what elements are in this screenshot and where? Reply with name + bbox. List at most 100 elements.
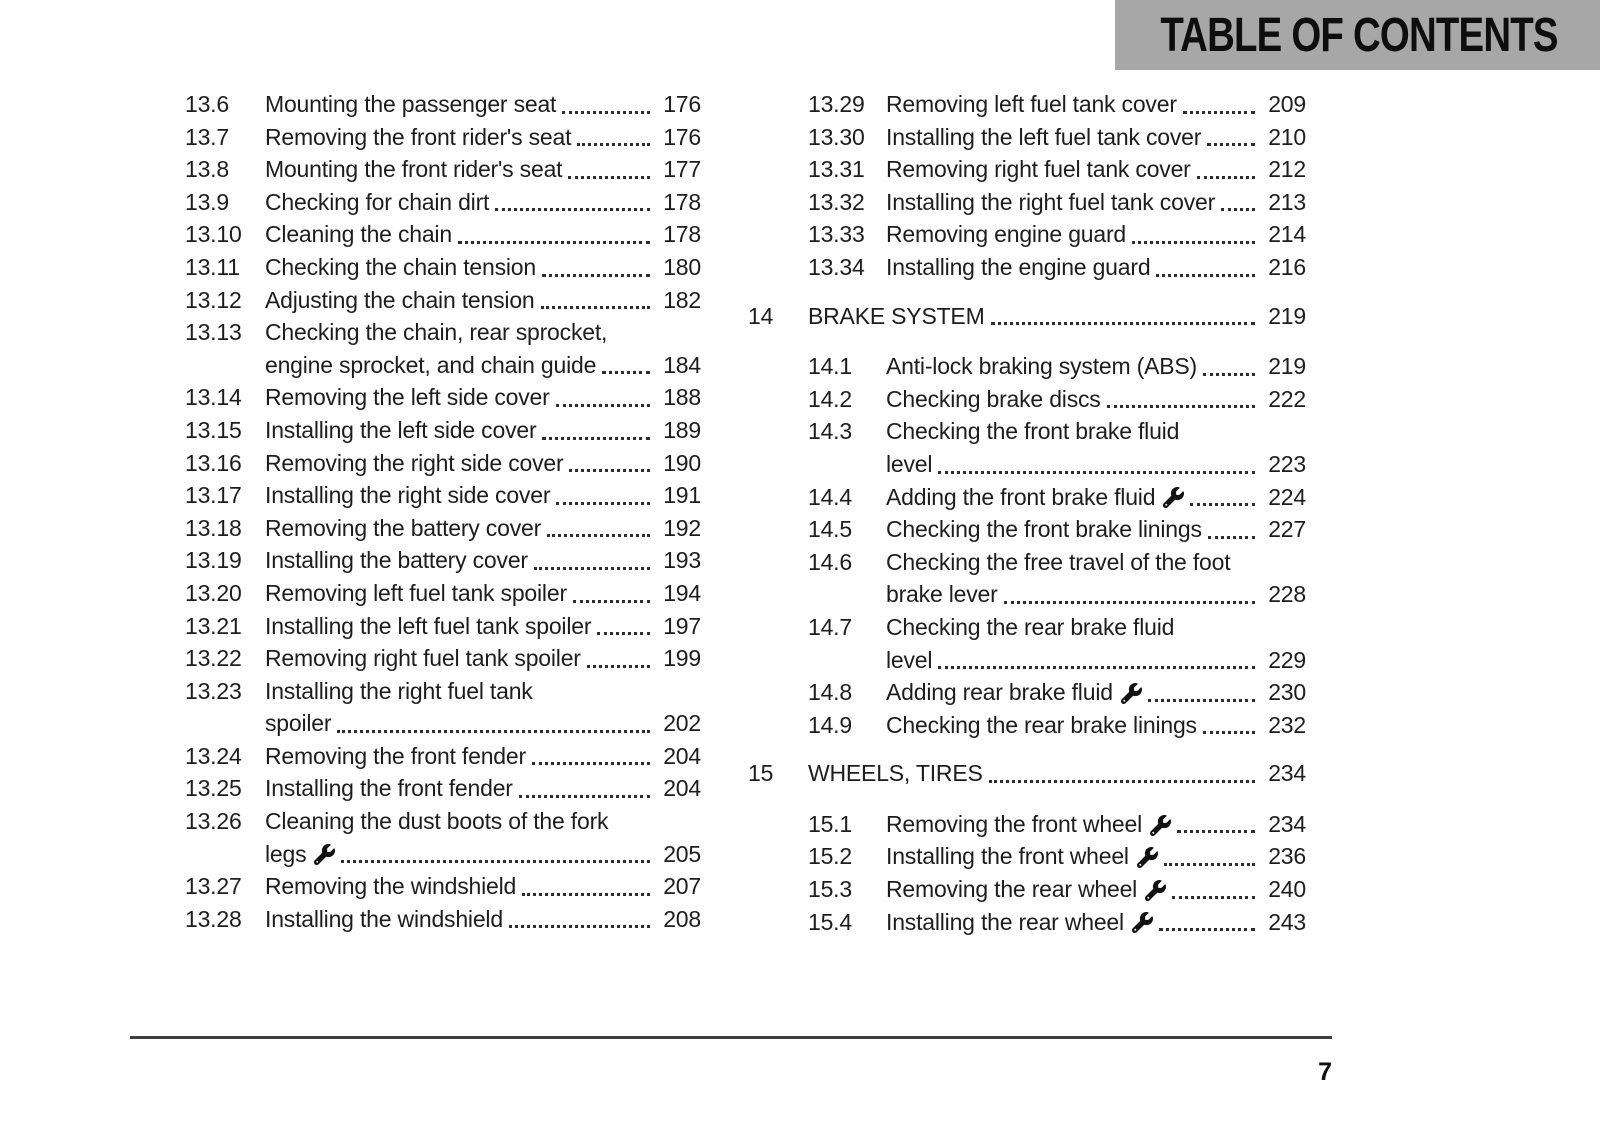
entry-title: Cleaning the dust boots of the fork: [265, 808, 609, 835]
entry-page-number: 227: [1268, 516, 1306, 543]
toc-line: 13.28 Installing the windshield 208: [185, 903, 701, 936]
toc-line: 15.3 Removing the rear wheel 240: [808, 873, 1306, 906]
entry-page-number: 243: [1268, 908, 1306, 935]
entry-page-number: 197: [663, 612, 701, 639]
entry-page-number: 192: [663, 514, 701, 541]
toc-line: 14 BRAKE SYSTEM 219: [748, 300, 1306, 333]
toc-entry: 13.21 Installing the left fuel tank spoil…: [185, 610, 701, 643]
toc-line: level 223: [808, 448, 1306, 481]
toc-line: 14.8 Adding rear brake fluid 230: [808, 676, 1306, 709]
entry-number: 14.2: [808, 385, 852, 412]
dot-leader: [522, 870, 650, 896]
entry-page-number: 219: [1268, 353, 1306, 380]
entry-title: Checking the chain tension: [265, 253, 536, 280]
dot-leader: [568, 153, 650, 179]
toc-entry: 13.28 Installing the windshield 208: [185, 903, 701, 936]
dot-leader: [586, 642, 650, 668]
entry-number: 14.7: [808, 613, 852, 640]
entry-number: 15.2: [808, 843, 852, 870]
toc-entry: 15.1 Removing the front wheel 234: [748, 808, 1306, 841]
entry-page-number: 210: [1268, 123, 1306, 150]
entry-title: Removing left fuel tank cover: [886, 91, 1177, 117]
toc-line: 13.21 Installing the left fuel tank spoil…: [185, 610, 701, 643]
chapter-number: 15: [748, 760, 774, 787]
dot-leader: [533, 544, 650, 570]
entry-title: Removing engine guard: [886, 221, 1127, 248]
dot-leader: [531, 740, 650, 766]
entry-number: 14.4: [808, 483, 852, 510]
toc-line: 15.2 Installing the front wheel 236: [808, 840, 1306, 873]
entry-number: 13.32: [808, 188, 865, 215]
toc-line: 13.29 Removing left fuel tank cover 209: [808, 88, 1306, 121]
toc-line: 15.4 Installing the rear wheel 243: [808, 906, 1306, 939]
entry-number: 15.3: [808, 876, 852, 903]
entry-number: 13.31: [808, 156, 865, 183]
entry-number: 13.14: [185, 384, 242, 411]
dot-leader: [1003, 578, 1255, 604]
entry-title: Checking for chain dirt: [265, 188, 490, 215]
entry-title: Removing the rear wheel: [886, 876, 1138, 903]
toc-line: 13.23 Installing the right fuel tank: [185, 675, 701, 708]
toc-entry: 13.31 Removing right fuel tank cover 212: [748, 153, 1306, 186]
entry-page-number: 234: [1268, 760, 1306, 787]
toc-line: 13.12 Adjusting the chain tension 182: [185, 284, 701, 317]
entry-title: Checking the front brake linings: [886, 516, 1202, 543]
toc-entry: 13.18 Removing the battery cover 192: [185, 512, 701, 545]
entry-number: 13.26: [185, 808, 242, 835]
toc-line: 14.9 Checking the rear brake linings 232: [808, 709, 1306, 742]
entry-page-number: 216: [1268, 253, 1306, 280]
dot-leader: [569, 447, 650, 473]
entry-number: 13.30: [808, 123, 865, 150]
entry-title: Installing the front fender: [265, 775, 513, 802]
toc-line: 13.31 Removing right fuel tank cover 212: [808, 153, 1306, 186]
entry-title: Installing the windshield: [265, 905, 503, 932]
entry-title: Cleaning the chain: [265, 221, 452, 248]
dot-leader: [1202, 350, 1255, 376]
dot-leader: [540, 284, 650, 310]
toc-line: level 229: [808, 644, 1306, 677]
toc-line: 14.3 Checking the front brake fluid: [808, 415, 1306, 448]
toc-entry: 14.2 Checking brake discs 222: [748, 383, 1306, 416]
entry-page-number: 234: [1268, 810, 1306, 837]
dot-leader: [341, 838, 650, 864]
entry-number: 13.12: [185, 286, 242, 313]
toc-line: 13.7 Removing the front rider's seat 176: [185, 121, 701, 154]
entry-number: 15.1: [808, 810, 852, 837]
dot-leader: [555, 381, 650, 407]
entry-number: 14.6: [808, 548, 852, 575]
entry-page-number: 232: [1268, 711, 1306, 738]
toc-line: 13.14 Removing the left side cover 188: [185, 381, 701, 414]
toc-line: 13.8 Mounting the front rider's seat 177: [185, 153, 701, 186]
toc-entry: 13.20 Removing left fuel tank spoiler 194: [185, 577, 701, 610]
toc-entry: 14.1 Anti-lock braking system (ABS) 219: [748, 350, 1306, 383]
entry-title: Installing the engine guard: [886, 253, 1151, 280]
toc-line: 13.26 Cleaning the dust boots of the fork: [185, 805, 701, 838]
entry-number: 13.15: [185, 416, 242, 443]
toc-line: 13.15 Installing the left side cover 189: [185, 414, 701, 447]
dot-leader: [518, 772, 650, 799]
entry-page-number: 178: [663, 221, 701, 248]
toc-line: 15 WHEELS, TIRES 234: [748, 757, 1306, 790]
dot-leader: [1106, 383, 1255, 409]
entry-title: Removing right fuel tank cover: [886, 156, 1191, 183]
entry-title: Removing left fuel tank spoiler: [265, 579, 567, 606]
chapter-title: BRAKE SYSTEM: [808, 302, 985, 329]
toc-entry: 13.25 Installing the front fender 204: [185, 772, 701, 805]
toc-entry: 13.34 Installing the engine guard 216: [748, 251, 1306, 284]
dot-leader: [597, 610, 650, 636]
toc-line: 14.2 Checking brake discs 222: [808, 383, 1306, 416]
dot-leader: [547, 512, 650, 538]
toc-entry: 14.7 Checking the rear brake fluid level 22…: [748, 611, 1306, 676]
entry-page-number: 176: [663, 91, 701, 117]
footer-divider: [130, 1036, 1332, 1039]
toc-entry: 13.23 Installing the right fuel tank spoil…: [185, 675, 701, 740]
entry-page-number: 229: [1268, 646, 1306, 673]
entry-title: Adding rear brake fluid: [886, 679, 1113, 706]
entry-title: Adjusting the chain tension: [265, 286, 535, 313]
entry-number: 13.21: [185, 612, 242, 639]
toc-line: 13.10 Cleaning the chain 178: [185, 218, 701, 251]
page-number: 7: [1318, 1058, 1332, 1086]
entry-title: Installing the front wheel: [886, 843, 1129, 870]
entry-page-number: 223: [1268, 450, 1306, 477]
wrench-icon: [1145, 879, 1167, 901]
